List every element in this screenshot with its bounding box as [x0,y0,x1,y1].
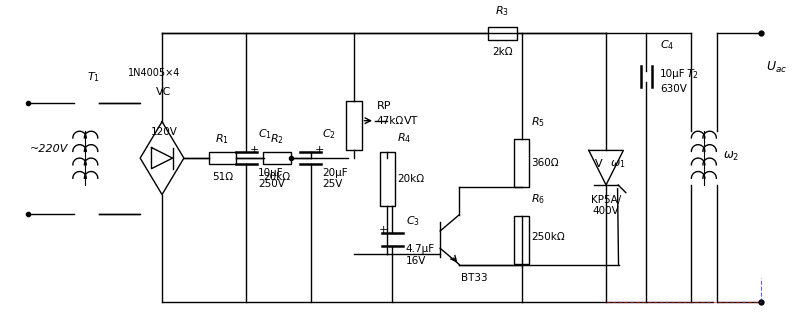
Text: 250kΩ: 250kΩ [531,232,565,242]
Text: 16V: 16V [406,256,426,266]
Text: 47kΩ: 47kΩ [377,116,404,126]
Text: 25V: 25V [322,179,342,189]
Bar [346,100,362,150]
Text: 360Ω: 360Ω [531,158,559,168]
Text: $R_2$: $R_2$ [270,132,284,146]
Text: ~220V: ~220V [30,144,68,154]
Bar [209,152,236,164]
Text: $C_3$: $C_3$ [406,214,419,228]
Text: $ω_2$: $ω_2$ [723,150,739,163]
Text: $R_6$: $R_6$ [531,192,545,206]
Text: BT33: BT33 [461,273,488,283]
Text: $T_2$: $T_2$ [687,68,699,81]
Text: $C_4$: $C_4$ [660,38,674,52]
Text: V: V [594,159,602,169]
Text: $U_{ac}$: $U_{ac}$ [766,60,788,75]
Text: 1N4005×4: 1N4005×4 [128,68,180,78]
Text: RP: RP [377,100,391,110]
Text: 10μF: 10μF [660,69,686,79]
Text: KP5A/: KP5A/ [591,194,622,204]
Text: 630V: 630V [660,84,687,94]
Text: 20μF: 20μF [322,168,348,178]
Text: $R_4$: $R_4$ [397,131,411,145]
Text: +: + [250,146,260,156]
Text: VT: VT [403,116,418,126]
Text: 10μF: 10μF [258,168,284,178]
Text: $T_1$: $T_1$ [87,71,100,84]
Text: +: + [314,146,324,156]
Text: 2kΩ: 2kΩ [492,47,512,57]
Text: $R_3$: $R_3$ [496,4,509,18]
Bar [263,152,291,164]
Text: $C_1$: $C_1$ [258,127,272,141]
Text: 4.7μF: 4.7μF [406,244,435,254]
Text: 20kΩ: 20kΩ [397,174,424,184]
Text: $ω_1$: $ω_1$ [610,158,626,170]
Bar [514,216,529,264]
Text: $C_2$: $C_2$ [322,127,336,141]
Bar [488,27,516,40]
Text: 250V: 250V [258,179,285,189]
Text: VC: VC [156,87,172,97]
Text: 400V: 400V [593,206,619,216]
Text: 20kΩ: 20kΩ [264,172,290,182]
Text: $R_5$: $R_5$ [531,116,545,129]
Text: +: + [379,225,388,235]
Text: 51Ω: 51Ω [212,172,233,182]
Text: $R_1$: $R_1$ [216,132,229,146]
Bar [379,152,395,206]
Bar [514,139,529,187]
Text: 120V: 120V [151,127,177,137]
